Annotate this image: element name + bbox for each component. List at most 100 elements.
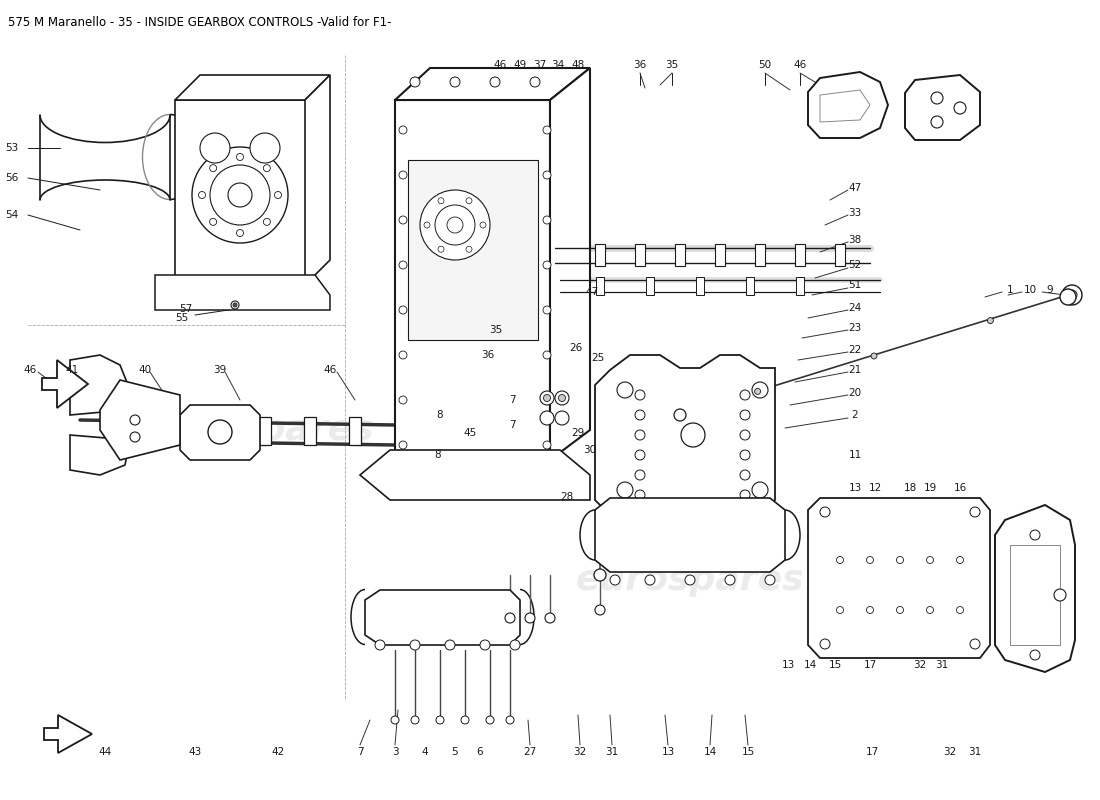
Circle shape [836,606,844,614]
Text: 43: 43 [188,747,201,757]
Text: 7: 7 [508,420,515,430]
Bar [696,277,704,295]
Circle shape [208,420,232,444]
Bar [1010,545,1060,645]
Circle shape [525,613,535,623]
Circle shape [411,716,419,724]
Polygon shape [180,405,260,460]
Bar [304,417,316,445]
Text: 12: 12 [868,483,881,493]
Circle shape [466,246,472,252]
Text: 38: 38 [848,235,861,245]
Bar [596,277,604,295]
Text: 36: 36 [482,350,495,360]
Bar [124,417,136,445]
Circle shape [1030,650,1040,660]
Polygon shape [70,435,130,475]
Circle shape [543,126,551,134]
Circle shape [231,301,239,309]
Circle shape [1054,589,1066,601]
Circle shape [446,640,455,650]
Text: 48: 48 [571,60,584,70]
Text: 31: 31 [935,660,948,670]
Bar [796,277,804,295]
Text: 32: 32 [944,747,957,757]
Text: 47: 47 [848,183,861,193]
Circle shape [228,183,252,207]
Circle shape [867,606,873,614]
Text: 20: 20 [848,388,861,398]
Bar [746,277,754,295]
Text: 32: 32 [573,747,586,757]
Polygon shape [100,380,180,460]
Text: 31: 31 [968,747,981,757]
Polygon shape [175,100,315,295]
Text: 56: 56 [4,173,18,183]
Circle shape [635,470,645,480]
Text: 8: 8 [434,450,441,460]
Bar [715,244,725,266]
Circle shape [543,396,551,404]
Circle shape [530,77,540,87]
Circle shape [820,639,830,649]
Polygon shape [395,68,590,100]
Polygon shape [905,75,980,140]
Text: 52: 52 [848,260,861,270]
Circle shape [764,575,776,585]
Text: 46: 46 [323,365,337,375]
Polygon shape [820,90,870,122]
Circle shape [236,154,243,161]
Circle shape [556,391,569,405]
Bar [408,160,538,340]
Circle shape [424,222,430,228]
Circle shape [543,351,551,359]
Polygon shape [595,498,785,572]
Circle shape [543,171,551,179]
Text: 46: 46 [23,365,36,375]
Circle shape [375,640,385,650]
Circle shape [674,409,686,421]
Text: eurospares: eurospares [145,413,374,447]
Circle shape [486,716,494,724]
Text: 13: 13 [661,747,674,757]
Text: 5: 5 [452,747,459,757]
Circle shape [617,382,632,398]
Text: 7: 7 [508,395,515,405]
Circle shape [540,391,554,405]
Text: 34: 34 [551,60,564,70]
Text: 14: 14 [703,747,716,757]
Circle shape [1060,289,1076,305]
Polygon shape [365,590,520,645]
Circle shape [556,411,569,425]
Circle shape [931,116,943,128]
Circle shape [390,716,399,724]
Circle shape [740,410,750,420]
Polygon shape [550,68,590,460]
Circle shape [438,246,444,252]
Circle shape [410,77,420,87]
Text: 14: 14 [803,660,816,670]
Text: 55: 55 [175,313,188,323]
Text: 51: 51 [848,280,861,290]
Circle shape [685,575,695,585]
Circle shape [480,640,490,650]
Text: 36: 36 [634,60,647,70]
Text: 4: 4 [421,747,428,757]
Bar [795,244,805,266]
Polygon shape [996,505,1075,672]
Circle shape [635,490,645,500]
Text: 25: 25 [592,353,605,363]
Bar [258,417,271,445]
Circle shape [752,482,768,498]
Text: 44: 44 [98,747,111,757]
Circle shape [926,606,934,614]
Polygon shape [70,355,130,415]
Polygon shape [395,100,550,460]
Text: 35: 35 [490,325,503,335]
Text: 30: 30 [583,445,596,455]
Circle shape [263,165,271,172]
Circle shape [210,218,217,226]
Circle shape [559,394,565,402]
Text: 21: 21 [848,365,861,375]
Polygon shape [360,450,590,500]
